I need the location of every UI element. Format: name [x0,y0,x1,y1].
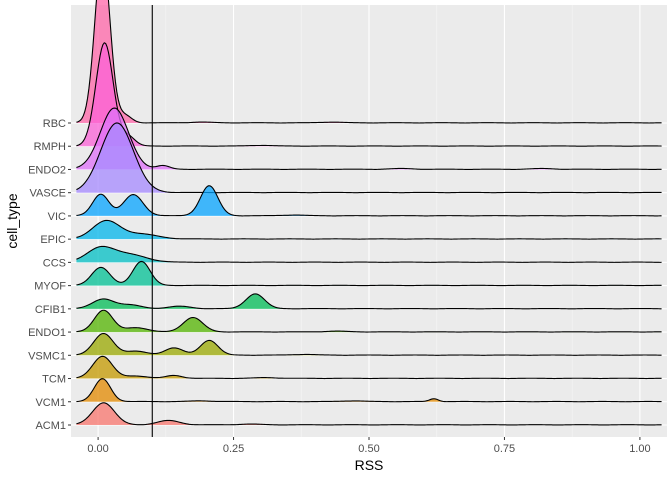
ridge-fill-endo1 [76,310,662,333]
x-axis-title: RSS [355,457,384,473]
y-tick-label: TCM [42,374,66,386]
y-axis-title: cell_type [4,193,20,248]
y-axis-ticks: ACM1 VCM1 TCM VSMC1 ENDO1 CFIB1 MYOF CCS EPIC VIC… [28,118,71,432]
y-tick-label: VCM1 [35,397,66,409]
x-tick-label: 0.75 [494,443,515,455]
ridge-line-tcm [76,355,662,380]
y-tick-label: CFIB1 [35,304,66,316]
y-tick-label: RMPH [34,141,66,153]
ridge-line-acm1 [76,402,662,426]
ridge-line-myof [76,260,662,287]
ridge-fill-epic [76,220,662,240]
ridge-line-vcm1 [76,378,662,403]
minor-gridlines [165,5,573,437]
ridge-line-rmph [76,42,662,147]
ridge-fill-vsmc1 [76,333,662,356]
x-tick-label: 0.50 [358,443,379,455]
y-tick-label: VIC [48,211,66,223]
ridge-line-epic [76,219,662,240]
ridge-fill-vic [76,185,662,216]
y-tick-label: VASCE [30,188,66,200]
density-ridges [76,0,662,426]
y-tick-label: ENDO2 [28,164,66,176]
y-tick-label: RBC [43,118,66,130]
x-tick-label: 1.00 [629,443,650,455]
y-tick-label: MYOF [34,281,66,293]
y-tick-label: ACM1 [35,420,66,432]
ridge-line-vic [76,185,662,217]
y-tick-label: EPIC [40,234,66,246]
ridge-line-vsmc1 [76,332,662,356]
ridge-fill-cfib1 [76,293,662,309]
ridge-fill-myof [76,261,662,286]
ridge-fill-ccs [76,246,662,263]
ridge-line-vasce [76,122,662,194]
y-tick-label: CCS [43,257,66,269]
y-tick-label: ENDO1 [28,327,66,339]
ridge-fill-vasce [76,122,662,193]
x-tick-label: 0.00 [87,443,108,455]
ridge-line-ccs [76,245,662,263]
ridge-line-cfib1 [76,293,662,310]
x-tick-label: 0.25 [223,443,244,455]
ridge-line-rbc [76,0,662,124]
ridge-line-endo2 [76,107,662,171]
x-axis-ticks: 0.00 0.25 0.50 0.75 1.00 [87,437,651,455]
y-tick-label: VSMC1 [28,350,66,362]
ridge-line-endo1 [76,309,662,333]
